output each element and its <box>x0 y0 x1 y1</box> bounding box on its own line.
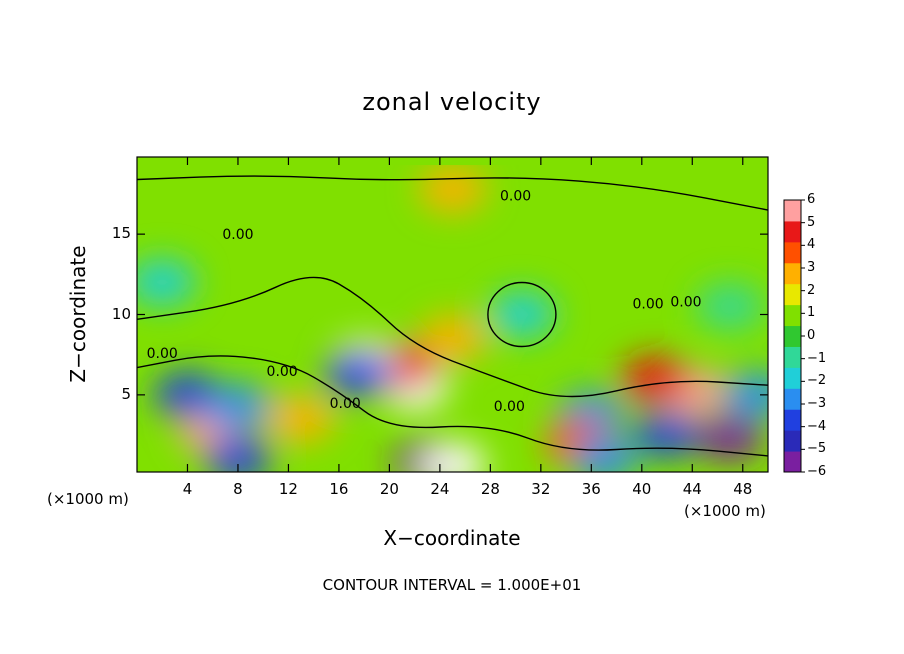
x-tick-label: 40 <box>632 480 652 498</box>
x-axis-unit-left: (×1000 m) <box>47 490 129 508</box>
x-tick-label: 32 <box>531 480 551 498</box>
x-tick-label: 24 <box>430 480 450 498</box>
x-axis-unit-right: (×1000 m) <box>684 502 766 520</box>
colorbar-swatch <box>784 451 801 473</box>
colorbar-tick-label: −2 <box>807 373 827 389</box>
contour-label-6: 0.00 <box>633 296 664 312</box>
contour-label-4: 0.00 <box>330 396 361 412</box>
colorbar-swatch <box>784 367 801 389</box>
y-axis-title: Z−coordinate <box>66 245 90 383</box>
field-feature-8 <box>633 411 702 460</box>
field-feature-18 <box>203 435 272 472</box>
field-feature-20 <box>267 394 336 443</box>
field-feature-14 <box>418 165 487 214</box>
contour-label-2: 0.00 <box>147 346 178 362</box>
contour-label-1: 0.00 <box>222 227 253 243</box>
y-tick-label: 5 <box>121 384 131 403</box>
field-feature-11 <box>620 354 689 403</box>
colorbar-swatch <box>784 200 801 222</box>
colorbar-swatch <box>784 346 801 368</box>
colorbar-swatch <box>784 220 801 243</box>
colorbar-tick-label: −4 <box>807 418 827 434</box>
field-feature-5 <box>323 349 392 398</box>
colorbar-tick-label: 1 <box>807 305 816 321</box>
field-feature-17 <box>418 441 487 472</box>
field-feature-2 <box>418 314 487 363</box>
x-tick-label: 44 <box>682 480 702 498</box>
y-tick-label: 15 <box>111 224 131 243</box>
colorbar-tick-label: 6 <box>807 192 816 207</box>
field-feature-15 <box>137 258 197 307</box>
colorbar-tick-label: −1 <box>807 350 827 366</box>
colorbar-swatch <box>784 430 801 452</box>
y-tick-label: 10 <box>111 304 131 323</box>
field-feature-7 <box>203 382 272 431</box>
contour-label-5: 0.00 <box>494 399 525 415</box>
x-tick-label: 36 <box>581 480 601 498</box>
colorbar-swatch <box>784 241 801 264</box>
x-tick-label: 8 <box>233 480 243 498</box>
x-tick-label: 16 <box>329 480 349 498</box>
x-tick-label: 4 <box>182 480 193 498</box>
colorbar-swatch <box>784 409 801 431</box>
zero-contour-ring <box>487 281 557 348</box>
colorbar-swatch <box>784 262 801 285</box>
colorbar-swatch <box>784 325 801 347</box>
contour-label-0: 0.00 <box>500 189 531 205</box>
colorbar-tick-label: 2 <box>807 282 816 298</box>
colorbar-tick-label: −5 <box>807 441 827 457</box>
contour-label-7: 0.00 <box>670 295 701 311</box>
x-tick-label: 20 <box>379 480 399 498</box>
chart-title: zonal velocity <box>362 88 542 116</box>
field-feature-21 <box>569 435 638 472</box>
x-tick-label: 28 <box>480 480 500 498</box>
colorbar-swatch <box>784 304 801 327</box>
colorbar-tick-label: 4 <box>807 237 816 253</box>
zero-contour-line-0 <box>137 175 768 211</box>
colorbar-swatch <box>784 388 801 410</box>
colorbar-tick-label: 5 <box>807 214 816 230</box>
x-tick-label: 48 <box>733 480 753 498</box>
zero-contour-line-2 <box>137 355 768 457</box>
contour-label-3: 0.00 <box>267 364 298 380</box>
colorbar-tick-label: −3 <box>807 396 827 411</box>
field-feature-13 <box>487 290 556 339</box>
contour-interval-note: CONTOUR INTERVAL = 1.000E+01 <box>322 576 582 594</box>
x-tick-label: 12 <box>278 480 298 498</box>
field-feature-22 <box>721 370 768 419</box>
colorbar-tick-label: −6 <box>807 464 827 479</box>
colorbar-tick-label: 3 <box>807 260 816 275</box>
colorbar-tick-label: 0 <box>807 328 816 343</box>
x-axis-title: X−coordinate <box>383 526 521 550</box>
field-feature-23 <box>696 282 765 331</box>
colorbar-swatch <box>784 283 801 306</box>
zero-contour-line-1 <box>137 276 768 398</box>
